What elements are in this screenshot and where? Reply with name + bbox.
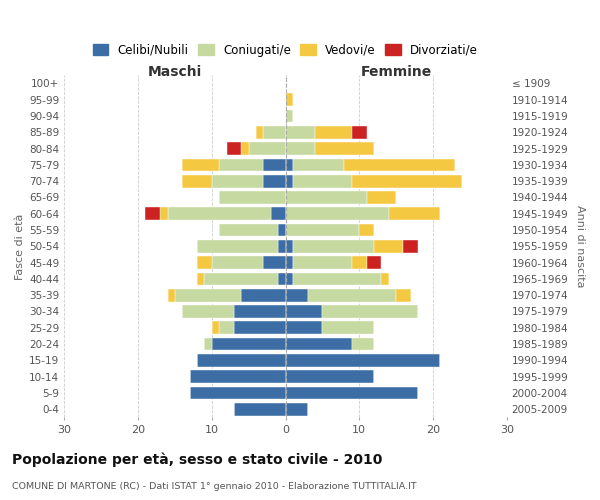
Bar <box>286 126 315 138</box>
Bar <box>286 240 293 252</box>
Bar <box>234 403 286 415</box>
Bar <box>293 158 344 171</box>
Bar <box>315 126 352 138</box>
Bar <box>286 289 308 302</box>
Bar <box>182 305 234 318</box>
Bar <box>182 158 219 171</box>
Bar <box>286 191 367 204</box>
Bar <box>278 240 286 252</box>
Bar <box>286 338 352 350</box>
Bar <box>205 338 212 350</box>
Text: Popolazione per età, sesso e stato civile - 2010: Popolazione per età, sesso e stato civil… <box>12 452 382 467</box>
Bar <box>278 224 286 236</box>
Bar <box>263 256 286 269</box>
Bar <box>182 175 212 188</box>
Bar <box>286 256 293 269</box>
Bar <box>286 272 293 285</box>
Bar <box>403 240 418 252</box>
Bar <box>293 272 382 285</box>
Bar <box>322 305 418 318</box>
Bar <box>219 191 286 204</box>
Bar <box>190 370 286 383</box>
Bar <box>248 142 286 155</box>
Bar <box>219 322 234 334</box>
Bar <box>167 289 175 302</box>
Bar <box>241 142 248 155</box>
Bar <box>286 386 418 400</box>
Bar <box>212 322 219 334</box>
Bar <box>286 175 293 188</box>
Bar <box>315 142 374 155</box>
Bar <box>286 322 322 334</box>
Bar <box>389 208 440 220</box>
Bar <box>286 110 293 122</box>
Bar <box>175 289 241 302</box>
Bar <box>293 256 352 269</box>
Bar <box>234 305 286 318</box>
Bar <box>190 386 286 400</box>
Bar <box>359 224 374 236</box>
Bar <box>367 256 382 269</box>
Bar <box>396 289 411 302</box>
Bar <box>286 208 389 220</box>
Bar <box>352 256 367 269</box>
Bar <box>382 272 389 285</box>
Bar <box>286 94 293 106</box>
Bar <box>241 289 286 302</box>
Bar <box>352 126 367 138</box>
Bar <box>219 158 263 171</box>
Bar <box>352 175 463 188</box>
Text: Femmine: Femmine <box>361 64 432 78</box>
Bar <box>197 354 286 366</box>
Bar <box>263 158 286 171</box>
Bar <box>271 208 286 220</box>
Bar <box>293 240 374 252</box>
Text: Maschi: Maschi <box>148 64 202 78</box>
Bar <box>234 322 286 334</box>
Bar <box>374 240 403 252</box>
Bar <box>286 305 322 318</box>
Bar <box>293 175 352 188</box>
Bar <box>167 208 271 220</box>
Bar <box>286 224 359 236</box>
Bar <box>197 272 205 285</box>
Legend: Celibi/Nubili, Coniugati/e, Vedovi/e, Divorziati/e: Celibi/Nubili, Coniugati/e, Vedovi/e, Di… <box>89 40 481 60</box>
Bar <box>227 142 241 155</box>
Bar <box>212 338 286 350</box>
Bar <box>205 272 278 285</box>
Bar <box>286 142 315 155</box>
Bar <box>286 403 308 415</box>
Y-axis label: Anni di nascita: Anni di nascita <box>575 205 585 288</box>
Bar <box>263 126 286 138</box>
Bar <box>145 208 160 220</box>
Bar <box>308 289 396 302</box>
Bar <box>344 158 455 171</box>
Bar <box>212 175 263 188</box>
Bar <box>256 126 263 138</box>
Bar <box>367 191 396 204</box>
Bar <box>286 158 293 171</box>
Bar <box>286 354 440 366</box>
Bar <box>197 240 278 252</box>
Bar <box>212 256 263 269</box>
Bar <box>197 256 212 269</box>
Bar <box>263 175 286 188</box>
Text: COMUNE DI MARTONE (RC) - Dati ISTAT 1° gennaio 2010 - Elaborazione TUTTITALIA.IT: COMUNE DI MARTONE (RC) - Dati ISTAT 1° g… <box>12 482 416 491</box>
Y-axis label: Fasce di età: Fasce di età <box>15 213 25 280</box>
Bar <box>219 224 278 236</box>
Bar <box>160 208 167 220</box>
Bar <box>352 338 374 350</box>
Bar <box>278 272 286 285</box>
Bar <box>322 322 374 334</box>
Bar <box>286 370 374 383</box>
